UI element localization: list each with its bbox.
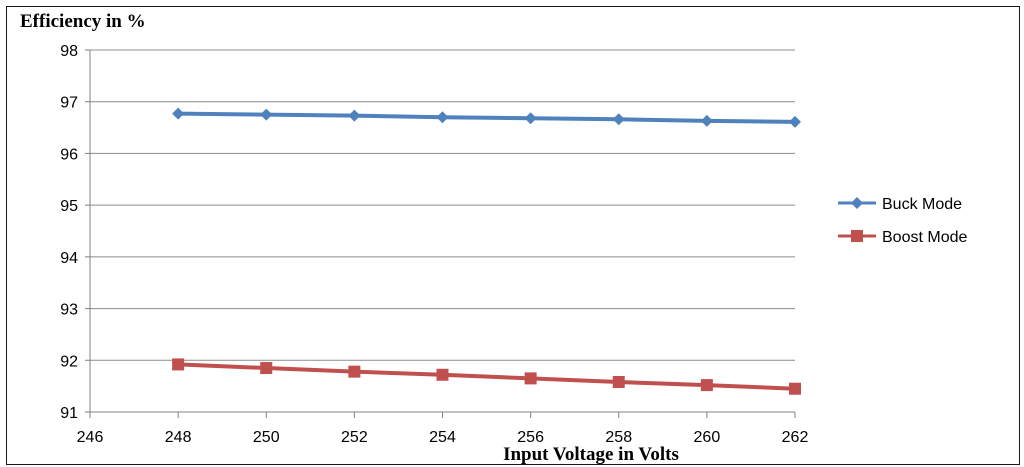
x-tick-label: 260 [694, 429, 721, 446]
series-line [178, 111, 796, 124]
data-point [172, 107, 185, 120]
data-point [348, 109, 361, 122]
data-point [172, 358, 185, 371]
y-tick-label: 95 [60, 198, 78, 215]
data-point [612, 376, 625, 389]
data-point [260, 362, 273, 375]
x-axis-label: Input Voltage in Volts [503, 444, 679, 465]
legend-entry: Boost Mode [838, 229, 967, 246]
x-tick-label: 262 [782, 429, 809, 446]
data-point [260, 108, 273, 121]
x-tick-label: 258 [605, 429, 632, 446]
axes [89, 50, 795, 413]
x-tick-label: 254 [429, 429, 456, 446]
y-tick-label: 97 [60, 95, 78, 112]
legend-entry: Buck Mode [838, 196, 962, 213]
series-buck-mode [172, 107, 801, 128]
data-point [700, 379, 713, 392]
x-tick-label: 248 [165, 429, 192, 446]
data-point [789, 382, 801, 395]
x-tick-label: 252 [341, 429, 368, 446]
y-tick-label: 98 [60, 43, 78, 60]
series-boost-mode [172, 358, 801, 395]
legend: Buck Mode Boost Mode [838, 196, 967, 246]
legend-marker [851, 230, 863, 242]
data-point [524, 372, 537, 385]
data-point [700, 114, 713, 127]
x-tick-label: 250 [253, 429, 280, 446]
y-tick-label: 96 [60, 146, 78, 163]
y-tick-label: 94 [60, 250, 78, 267]
legend-label: Boost Mode [882, 229, 967, 246]
legend-label: Buck Mode [882, 196, 962, 213]
series [172, 107, 801, 395]
data-point [789, 115, 801, 128]
x-tick-label: 256 [517, 429, 544, 446]
gridlines [85, 49, 796, 418]
y-tick-label: 92 [60, 353, 78, 370]
legend-marker [851, 197, 863, 209]
data-point [612, 113, 625, 126]
data-point [436, 111, 449, 124]
series-line [178, 362, 796, 391]
data-point [524, 112, 537, 125]
data-point [348, 365, 361, 378]
tick-labels: 91 92 93 94 95 96 97 98 246 248 250 252 254 256 258 260… [60, 43, 808, 446]
x-tick-label: 246 [77, 429, 104, 446]
y-tick-label: 93 [60, 302, 78, 319]
y-tick-label: 91 [60, 405, 78, 422]
data-point [436, 368, 449, 381]
y-axis-label: Efficiency in % [20, 11, 146, 32]
